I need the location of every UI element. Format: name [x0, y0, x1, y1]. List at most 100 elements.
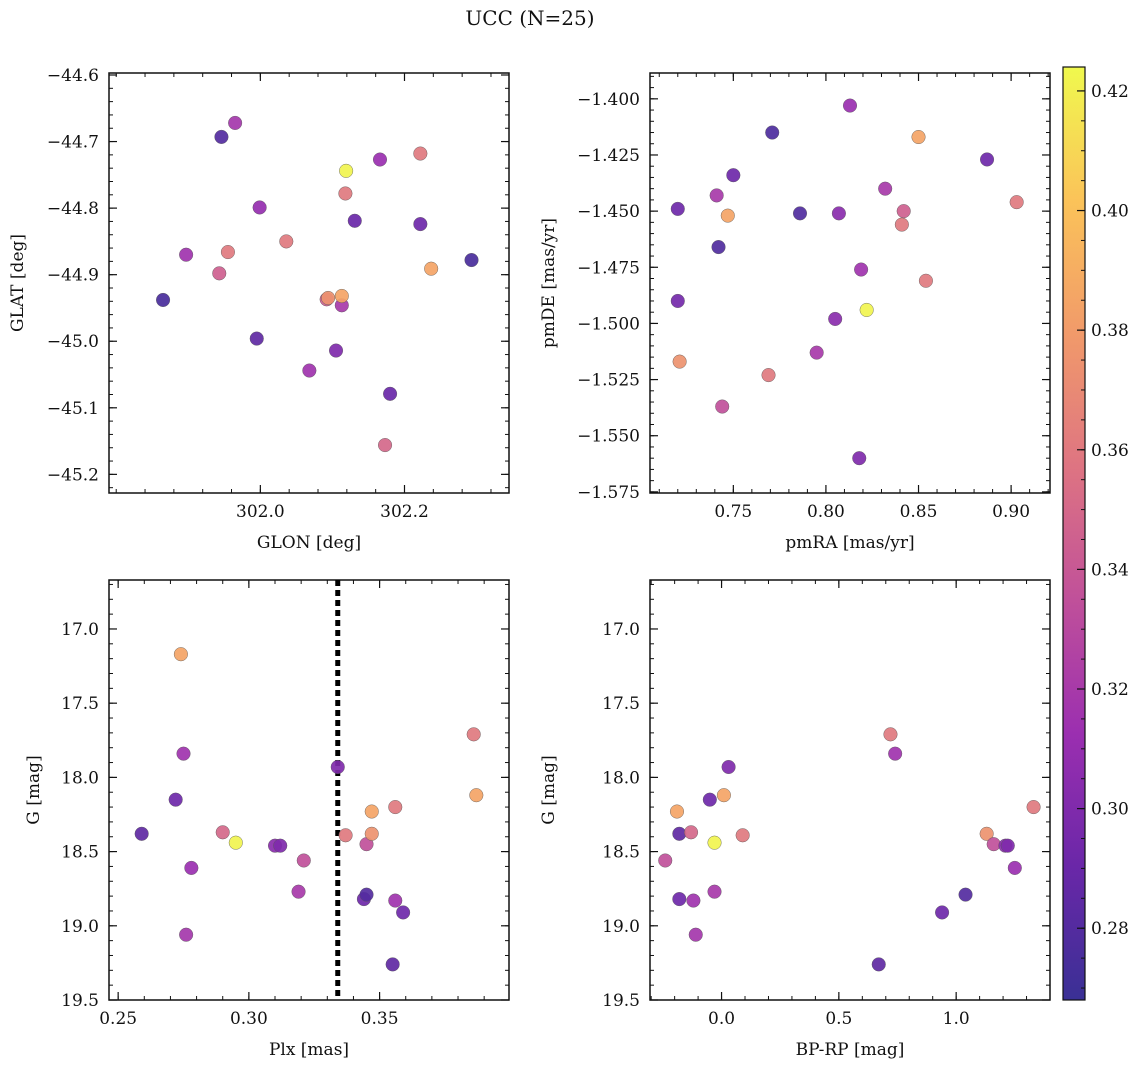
y-tick-label: 19.5: [602, 991, 640, 1011]
data-point: [184, 860, 199, 875]
data-point: [388, 893, 403, 908]
data-point: [273, 838, 288, 853]
data-point: [464, 253, 479, 268]
data-point: [220, 245, 235, 260]
data-point: [228, 835, 243, 850]
x-tick-label: 0.35: [361, 1009, 399, 1029]
data-point: [670, 293, 685, 308]
data-point: [918, 273, 933, 288]
data-point: [658, 853, 673, 868]
x-tick-label: 0.75: [714, 502, 752, 522]
y-tick-label: 18.0: [602, 768, 640, 788]
data-point: [396, 905, 411, 920]
data-point: [672, 826, 687, 841]
x-axis-label: BP-RP [mag]: [796, 1040, 905, 1060]
colorbar-tick-label: 0.38: [1091, 321, 1129, 341]
x-tick-label: 0.25: [99, 1009, 137, 1029]
data-point: [1009, 195, 1024, 210]
data-point: [765, 125, 780, 140]
y-tick-label: 17.0: [602, 620, 640, 640]
data-point: [388, 800, 403, 815]
axes-frame: [108, 579, 510, 1001]
data-point: [707, 884, 722, 899]
data-point: [707, 835, 722, 850]
y-tick-label: −44.7: [47, 133, 99, 153]
x-tick-label: 0.30: [230, 1009, 268, 1029]
y-tick-label: −1.400: [577, 90, 640, 110]
data-point: [672, 892, 687, 907]
data-point: [686, 893, 701, 908]
x-tick-label: 0.5: [825, 1009, 852, 1029]
y-axis-label: G [mag]: [539, 755, 559, 824]
data-point: [338, 828, 353, 843]
panel-2: 0.75 0.80 0.85 0.90 −1.400 −1.425 −1.450 −1.475…: [539, 72, 1051, 553]
x-tick-label: 1.0: [943, 1009, 970, 1029]
colorbar-tick-label: 0.34: [1091, 560, 1129, 580]
data-point: [212, 266, 227, 281]
data-point: [843, 98, 858, 113]
data-point: [1007, 860, 1022, 875]
data-point: [214, 129, 229, 144]
y-axis-label: G [mag]: [24, 755, 44, 824]
colorbar-tick-label: 0.32: [1091, 680, 1129, 700]
data-point: [424, 261, 439, 276]
data-point: [883, 727, 898, 742]
y-tick-label: −1.525: [577, 371, 640, 391]
x-tick-label: 302.2: [380, 502, 429, 522]
data-point: [958, 887, 973, 902]
data-point: [364, 826, 379, 841]
x-tick-label: 302.0: [236, 502, 285, 522]
data-point: [828, 311, 843, 326]
data-point: [1000, 838, 1015, 853]
data-point: [852, 451, 867, 466]
data-point: [347, 213, 362, 228]
data-point: [279, 234, 294, 249]
data-point: [469, 788, 484, 803]
axes-frame: [649, 579, 1051, 1001]
y-tick-label: 19.0: [602, 917, 640, 937]
data-point: [735, 828, 750, 843]
data-point: [670, 201, 685, 216]
y-tick-label: −1.425: [577, 146, 640, 166]
colorbar-tick-label: 0.42: [1091, 82, 1129, 102]
data-point: [321, 290, 336, 305]
data-point: [173, 647, 188, 662]
data-point: [249, 331, 264, 346]
panel-3: 0.25 0.30 0.35 17.0 17.5 18.0 18.5 19.0 19.5 Plx …: [24, 579, 510, 1060]
data-point: [364, 804, 379, 819]
data-point: [672, 354, 687, 369]
data-point: [894, 217, 909, 232]
data-point: [911, 130, 926, 145]
data-point: [716, 788, 731, 803]
data-point: [878, 181, 893, 196]
data-point: [793, 206, 808, 221]
data-point: [831, 206, 846, 221]
y-tick-label: 19.0: [61, 917, 99, 937]
data-point: [935, 905, 950, 920]
x-tick-label: 0.0: [708, 1009, 735, 1029]
data-point: [896, 204, 911, 219]
axes-frame: [108, 72, 510, 494]
x-tick-label: 0.85: [900, 502, 938, 522]
data-point: [179, 247, 194, 262]
data-point: [296, 853, 311, 868]
data-point: [979, 826, 994, 841]
y-tick-label: −44.9: [47, 266, 99, 286]
colorbar-tick-label: 0.30: [1091, 800, 1129, 820]
y-tick-label: 19.5: [61, 991, 99, 1011]
y-tick-label: −44.6: [47, 66, 99, 86]
data-point: [156, 292, 171, 307]
data-point: [330, 759, 345, 774]
x-axis-label: pmRA [mas/yr]: [785, 533, 914, 553]
data-point: [168, 792, 183, 807]
y-tick-label: 18.0: [61, 768, 99, 788]
data-point: [986, 837, 1001, 852]
data-point: [871, 957, 886, 972]
data-point: [302, 363, 317, 378]
panel-1: 302.0 302.2 −44.6 −44.7 −44.8 −44.9 −45.0 −45.1…: [8, 66, 510, 553]
data-point: [854, 262, 869, 277]
axes-frame: [649, 72, 1051, 494]
data-point: [684, 825, 699, 840]
